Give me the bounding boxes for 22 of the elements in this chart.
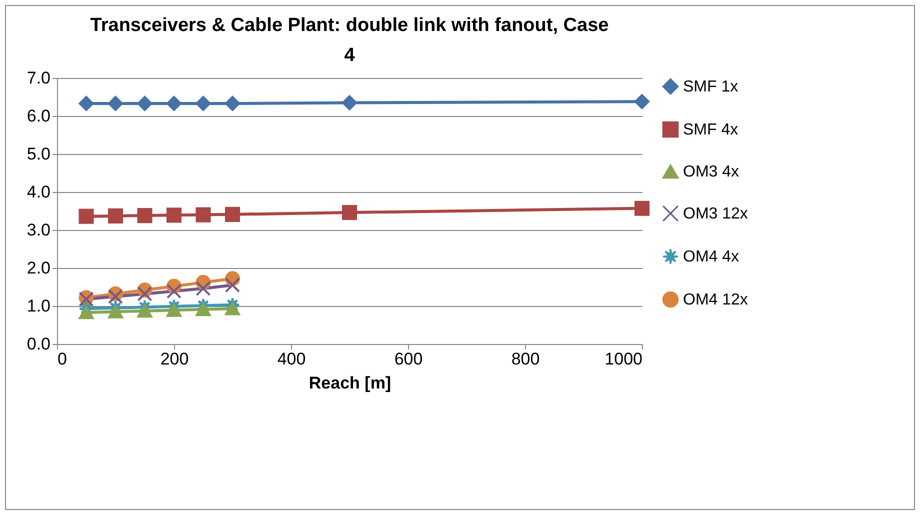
y-tick-label: 6.0 (26, 106, 50, 126)
legend-label: OM4 12x (683, 292, 748, 308)
legend-label: OM3 12x (683, 206, 748, 222)
legend-label: SMF 4x (683, 122, 738, 138)
x-axis-title: Reach [m] (308, 374, 392, 392)
legend-label: OM3 4x (683, 164, 740, 180)
y-tick-label: 1.0 (26, 296, 50, 316)
y-tick-label: 7.0 (26, 68, 50, 88)
legend-label: OM4 4x (683, 248, 740, 266)
y-tick-label: 0.0 (26, 334, 50, 354)
x-tick-label: 600 (394, 350, 423, 368)
y-tick-label: 4.0 (26, 182, 50, 202)
y-tick-label: 2.0 (26, 258, 50, 278)
x-tick-label: 1000 (604, 350, 642, 368)
y-tick-label: 5.0 (26, 144, 50, 164)
legend-label: SMF 1x (683, 78, 738, 96)
x-tick-label: 0 (58, 350, 67, 368)
x-tick-label: 400 (277, 350, 306, 368)
chart-title: Transceivers & Cable Plant: double link with fanout, Case 4 (90, 15, 609, 66)
y-tick-label: 3.0 (26, 220, 50, 240)
x-tick-label: 800 (511, 350, 540, 368)
x-tick-label: 200 (160, 350, 189, 368)
